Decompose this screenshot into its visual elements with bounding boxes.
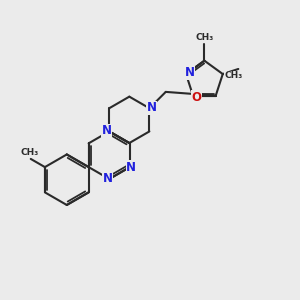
Text: CH₃: CH₃ xyxy=(195,33,214,42)
Text: N: N xyxy=(147,101,157,114)
Text: N: N xyxy=(126,160,136,174)
Text: N: N xyxy=(103,172,113,185)
Text: CH₃: CH₃ xyxy=(20,148,38,157)
Text: N: N xyxy=(184,66,195,79)
Text: O: O xyxy=(192,91,202,103)
Text: N: N xyxy=(102,124,112,137)
Text: CH₃: CH₃ xyxy=(225,71,243,80)
